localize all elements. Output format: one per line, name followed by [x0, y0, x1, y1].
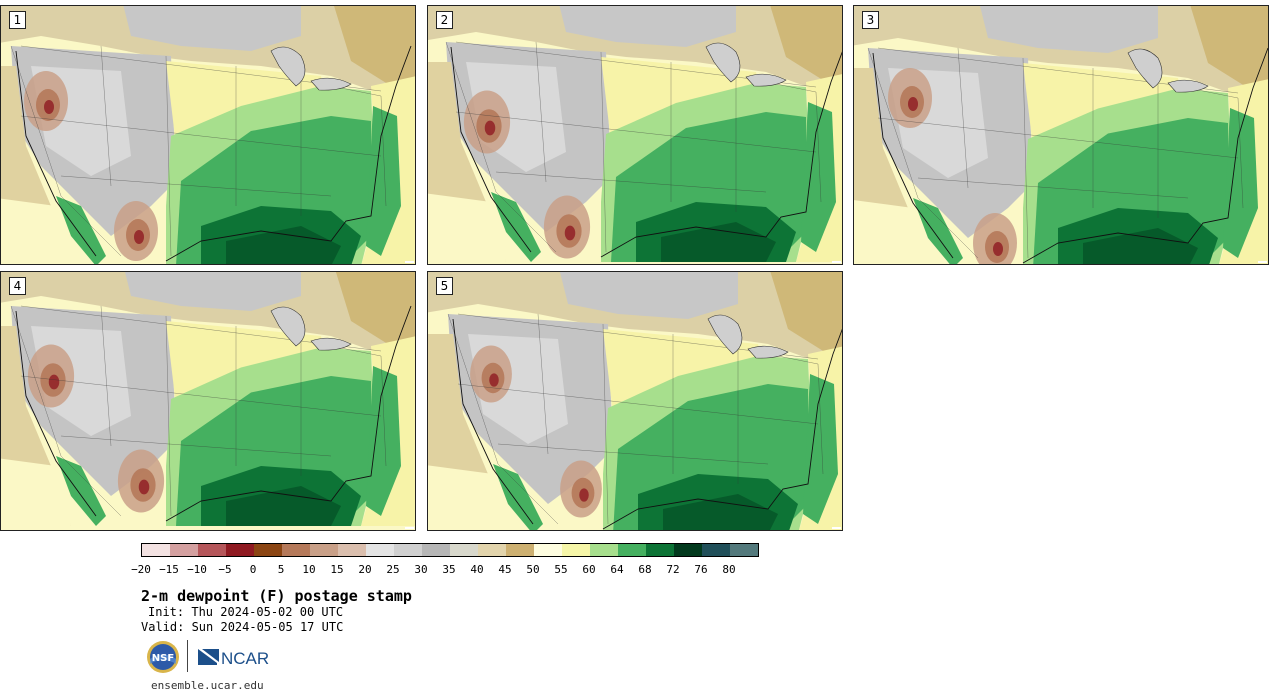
- panel-number: 4: [9, 277, 26, 295]
- logo-separator: [187, 640, 188, 672]
- colorbar-label: 40: [470, 563, 484, 576]
- colorbar-swatch: [534, 544, 562, 556]
- dewpoint-map-icon: [428, 272, 842, 530]
- colorbar-swatch: [422, 544, 450, 556]
- colorbar-swatch: [646, 544, 674, 556]
- colorbar-swatch: [478, 544, 506, 556]
- colorbar-swatch: [618, 544, 646, 556]
- map-panel-1: 1: [0, 5, 416, 265]
- panel-number: 3: [862, 11, 879, 29]
- colorbar-swatch: [730, 544, 758, 556]
- colorbar-swatch: [338, 544, 366, 556]
- colorbar-swatch: [674, 544, 702, 556]
- colorbar-swatch: [226, 544, 254, 556]
- ncar-logo-icon: NCAR: [198, 649, 269, 668]
- map-panel-4: 4: [0, 271, 416, 531]
- plot-title: 2-m dewpoint (F) postage stamp: [141, 587, 412, 605]
- panel-number: 2: [436, 11, 453, 29]
- site-url: ensemble.ucar.edu: [151, 679, 264, 692]
- colorbar-label: 35: [442, 563, 456, 576]
- colorbar-label: 72: [666, 563, 680, 576]
- colorbar-label: −15: [159, 563, 179, 576]
- colorbar-swatch: [254, 544, 282, 556]
- init-time: Init: Thu 2024-05-02 00 UTC: [148, 605, 344, 619]
- colorbar-label: 5: [277, 563, 285, 576]
- colorbar-swatch: [310, 544, 338, 556]
- colorbar-swatch: [562, 544, 590, 556]
- colorbar-label: 30: [414, 563, 428, 576]
- colorbar-label: 0: [249, 563, 257, 576]
- colorbar-swatch: [702, 544, 730, 556]
- dewpoint-map-icon: [1, 6, 415, 264]
- colorbar-swatch: [590, 544, 618, 556]
- nsf-logo-icon: NSF: [147, 641, 179, 673]
- map-panel-5: 5: [427, 271, 843, 531]
- colorbar-label: 50: [526, 563, 540, 576]
- colorbar-swatch: [366, 544, 394, 556]
- valid-time: Valid: Sun 2024-05-05 17 UTC: [141, 620, 344, 634]
- colorbar-swatch: [142, 544, 170, 556]
- colorbar-swatch: [506, 544, 534, 556]
- colorbar: [141, 543, 759, 557]
- dewpoint-map-icon: [1, 272, 415, 530]
- colorbar-label: −10: [187, 563, 207, 576]
- colorbar-swatch: [198, 544, 226, 556]
- colorbar-label: 45: [498, 563, 512, 576]
- colorbar-label: −5: [218, 563, 232, 576]
- colorbar-swatch: [394, 544, 422, 556]
- colorbar-labels: −20 −15 −10 −5 0 5 10 15 20 25 30 35 40 45 50 55 60 64 68 7…: [0, 563, 800, 577]
- colorbar-label: 10: [302, 563, 316, 576]
- colorbar-label: 64: [610, 563, 624, 576]
- dewpoint-map-icon: [854, 6, 1268, 264]
- colorbar-label: 15: [330, 563, 344, 576]
- colorbar-swatch: [170, 544, 198, 556]
- dewpoint-map-icon: [428, 6, 842, 264]
- panel-number: 1: [9, 11, 26, 29]
- colorbar-label: 80: [722, 563, 736, 576]
- colorbar-label: 76: [694, 563, 708, 576]
- colorbar-swatch: [282, 544, 310, 556]
- colorbar-label: 20: [358, 563, 372, 576]
- colorbar-label: −20: [131, 563, 151, 576]
- panel-number: 5: [436, 277, 453, 295]
- map-panel-2: 2: [427, 5, 843, 265]
- colorbar-label: 68: [638, 563, 652, 576]
- colorbar-label: 55: [554, 563, 568, 576]
- colorbar-label: 60: [582, 563, 596, 576]
- svg-text:NSF: NSF: [152, 653, 174, 664]
- colorbar-label: 25: [386, 563, 400, 576]
- colorbar-swatch: [450, 544, 478, 556]
- map-panel-3: 3: [853, 5, 1269, 265]
- svg-text:NCAR: NCAR: [221, 649, 269, 668]
